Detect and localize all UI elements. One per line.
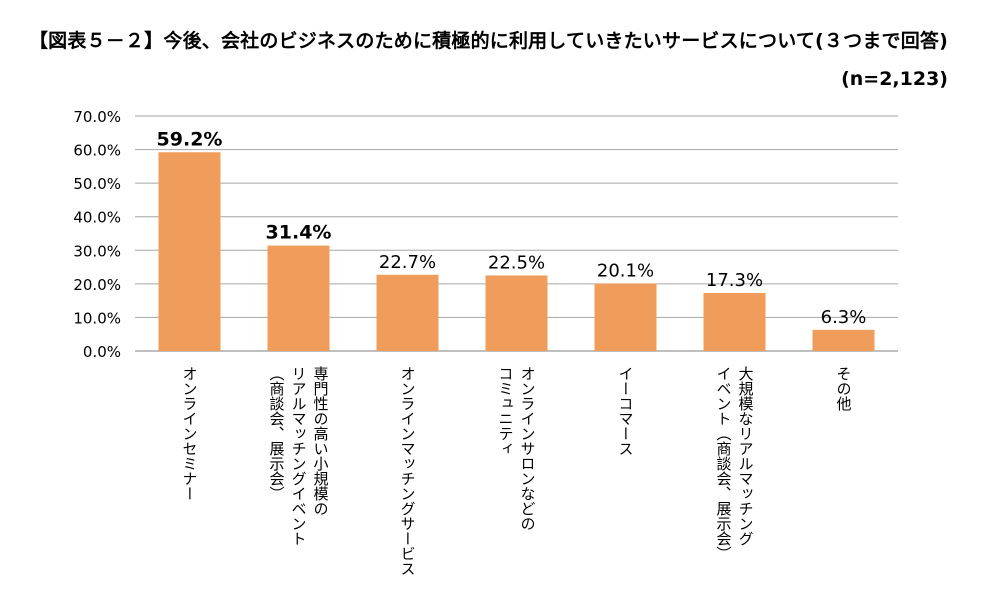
y-tick-label: 0.0% xyxy=(83,343,121,361)
x-tick-label: （商談会、展示会） xyxy=(268,366,286,501)
y-tick-label: 60.0% xyxy=(73,142,121,160)
data-label: 22.7% xyxy=(379,252,436,273)
value-labels: 59.2% 31.4% 22.7% 22.5% 20.1% 17.3% 6.3% xyxy=(157,128,867,328)
bar xyxy=(267,245,330,351)
chart-subtitle: (n=2,123) xyxy=(841,68,948,90)
x-tick-label: その他 xyxy=(835,366,853,412)
data-label: 6.3% xyxy=(821,307,867,328)
category-label: その他 xyxy=(835,366,853,412)
bar xyxy=(703,292,766,351)
x-tick-label: コミュニティ xyxy=(497,366,515,456)
x-tick-label: オンラインセミナー xyxy=(181,366,199,501)
x-tick-label: 大規模なリアルマッチング xyxy=(737,366,755,546)
chart-title: 【図表５－２】今後、会社のビジネスのために積極的に利用していきたいサービスについ… xyxy=(28,30,948,52)
x-axis: オンラインセミナー 専門性の高い小規模のリアルマッチングイベント（商談会、展示会）… xyxy=(181,366,853,576)
y-tick-label: 20.0% xyxy=(73,276,121,294)
x-tick-label: イベント（商談会、展示会） xyxy=(715,366,733,561)
y-tick-label: 70.0% xyxy=(73,108,121,126)
y-tick-label: 40.0% xyxy=(73,209,121,227)
x-tick-label: オンラインサロンなどの xyxy=(519,366,537,531)
data-label: 31.4% xyxy=(266,222,332,244)
x-tick-label: オンラインマッチングサービス xyxy=(399,366,417,576)
y-tick-label: 10.0% xyxy=(73,309,121,327)
data-label: 59.2% xyxy=(157,128,223,150)
x-tick-label: イーコマース xyxy=(617,366,635,456)
x-tick-label: 専門性の高い小規模の xyxy=(312,366,330,516)
category-label: オンラインマッチングサービス xyxy=(399,366,417,576)
y-tick-label: 50.0% xyxy=(73,175,121,193)
bar xyxy=(158,152,221,351)
data-label: 17.3% xyxy=(706,270,763,291)
x-tick-label: リアルマッチングイベント xyxy=(290,366,308,546)
data-label: 22.5% xyxy=(488,252,545,273)
data-label: 20.1% xyxy=(597,261,654,282)
category-label: イーコマース xyxy=(617,366,635,456)
gridlines xyxy=(135,115,898,352)
bar xyxy=(594,283,657,351)
category-label: オンラインセミナー xyxy=(181,366,199,501)
y-axis: 0.0% 10.0% 20.0% 30.0% 40.0% 50.0% 60.0% 70.0% xyxy=(73,108,121,361)
y-tick-label: 30.0% xyxy=(73,242,121,260)
bar xyxy=(485,275,548,351)
bar xyxy=(812,329,875,351)
bars xyxy=(158,152,875,351)
bar xyxy=(376,274,439,351)
